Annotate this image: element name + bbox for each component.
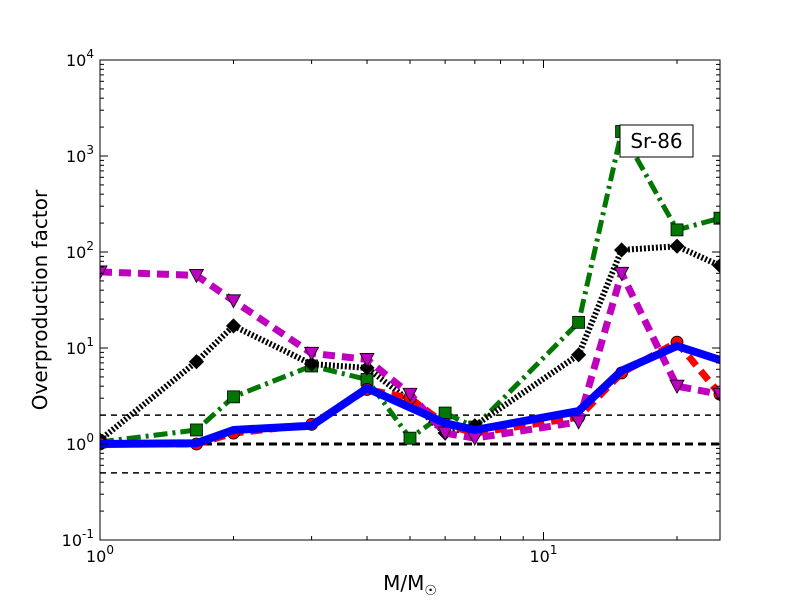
x-tick-label-1: 101 — [530, 543, 558, 566]
series-0-point-10 — [670, 223, 684, 237]
y-tick-label-2: 101 — [66, 335, 94, 358]
y-tick-base: 10 — [66, 243, 86, 262]
y-tick-base: 10 — [66, 147, 86, 166]
y-tick-label-0: 10-1 — [62, 527, 94, 550]
series-3-point-2 — [225, 294, 242, 309]
y-tick-label-5: 104 — [66, 47, 94, 70]
series-0-point-1 — [190, 423, 203, 437]
y-tick-label-4: 103 — [66, 143, 94, 166]
y-tick-exponent: 3 — [86, 143, 94, 157]
x-tick-exponent: 0 — [106, 543, 114, 557]
series-1-point-3 — [304, 356, 320, 372]
reference-lines — [100, 414, 720, 474]
series-4 — [100, 342, 720, 448]
y-axis-label: Overproduction factor — [28, 189, 52, 410]
series-1-point-8 — [571, 347, 587, 363]
x-tick-exponent: 1 — [550, 543, 558, 557]
x-tick-base: 10 — [530, 547, 550, 566]
x-tick-base: 10 — [86, 547, 106, 566]
series-0-point-2 — [227, 390, 240, 404]
y-tick-exponent: 4 — [86, 47, 94, 61]
annotation-text: Sr-86 — [630, 129, 682, 153]
series-3-point-9 — [613, 266, 630, 282]
series-0-point-5 — [403, 431, 417, 445]
y-tick-base: 10 — [66, 51, 86, 70]
series-1-point-10 — [669, 238, 685, 254]
series-3-point-3 — [303, 346, 320, 362]
plot-frame — [99, 59, 721, 541]
y-tick-base: 10 — [66, 435, 86, 454]
plot-frame-fill — [100, 60, 720, 540]
series-1-point-4 — [359, 360, 375, 376]
series-1-point-9 — [614, 242, 630, 258]
x-axis-label: M/M☉ — [383, 571, 437, 599]
series-3-point-5 — [402, 387, 418, 403]
series-1-point-1 — [188, 354, 205, 370]
x-axis-label-subscript: ☉ — [424, 583, 437, 599]
annotation-box: Sr-86 — [619, 124, 694, 158]
y-tick-label-3: 102 — [66, 239, 94, 262]
series-3-point-10 — [669, 379, 685, 395]
series-1-point-2 — [225, 318, 242, 334]
x-axis-label-main: M/M — [383, 571, 424, 595]
y-tick-exponent: 2 — [86, 239, 94, 253]
y-tick-label-1: 100 — [66, 431, 94, 454]
series-3-point-0 — [100, 265, 108, 280]
x-tick-label-0: 100 — [86, 543, 114, 566]
series-3-point-4 — [359, 353, 375, 368]
y-tick-exponent: 0 — [86, 431, 94, 445]
series-0-point-8 — [572, 315, 586, 329]
annotation-border — [619, 124, 694, 158]
series-3-point-8 — [570, 415, 587, 430]
series-line-4 — [100, 342, 720, 448]
y-tick-base: 10 — [62, 531, 82, 550]
series-layer — [100, 125, 720, 451]
series-1-point-11 — [712, 258, 720, 274]
y-tick-base: 10 — [66, 339, 86, 358]
series-3-point-1 — [188, 269, 205, 284]
y-tick-exponent: 1 — [86, 335, 94, 349]
series-0-point-11 — [713, 211, 720, 225]
y-tick-exponent: -1 — [82, 527, 94, 541]
